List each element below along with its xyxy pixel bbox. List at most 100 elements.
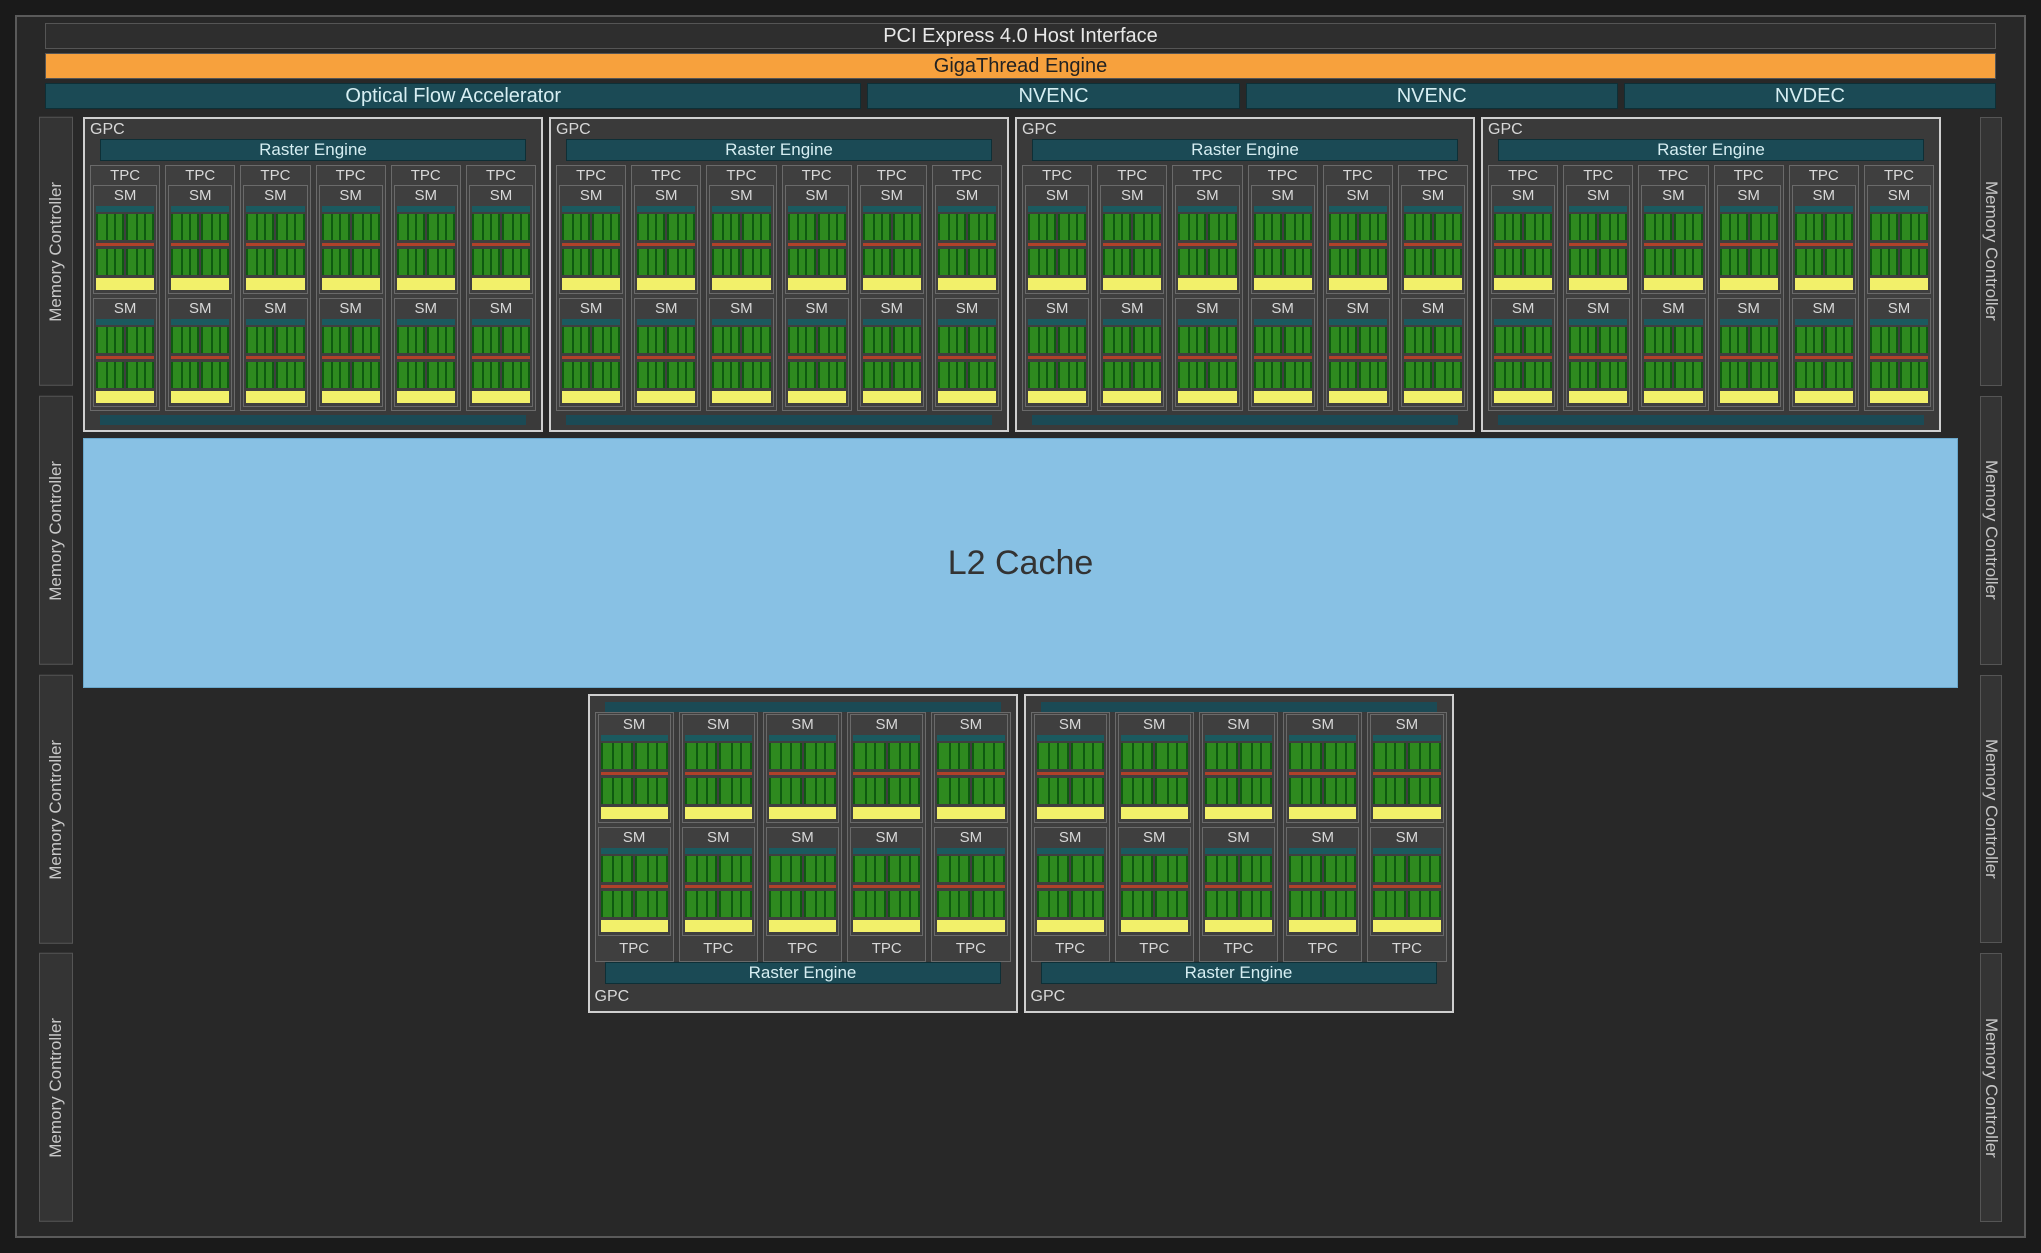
cuda-core-row <box>863 327 921 353</box>
cuda-core-row <box>322 362 380 388</box>
gpc-label: GPC <box>1031 988 1447 1006</box>
cuda-core-row <box>1329 214 1387 240</box>
sm-dispatch-strip <box>246 206 304 212</box>
tensor-core-bar <box>937 920 1004 932</box>
gpc-label: GPC <box>1022 121 1468 139</box>
tensor-core-bar <box>1121 807 1188 819</box>
sm-mid-strip <box>769 885 836 888</box>
cuda-core-row <box>1289 778 1356 804</box>
cuda-core-row <box>938 362 996 388</box>
tpc-label: TPC <box>934 940 1007 958</box>
gpc-block: GPCRaster EngineTPCSMSMTPCSMSMTPCSMSMTPC… <box>83 117 543 432</box>
sm-block: SM <box>785 298 849 407</box>
sm-label: SM <box>1870 300 1928 317</box>
cuda-core-row <box>769 891 836 917</box>
sm-dispatch-strip <box>171 319 229 325</box>
tensor-core-bar <box>1028 278 1086 290</box>
sm-mid-strip <box>788 356 846 359</box>
tpc-block: TPCSMSM <box>1638 165 1708 411</box>
cuda-core-row <box>246 362 304 388</box>
sm-block: SM <box>634 298 698 407</box>
tpc-block: TPCSMSM <box>240 165 310 411</box>
cuda-core-row <box>1289 743 1356 769</box>
tpc-label: TPC <box>1025 167 1089 185</box>
cuda-core-row <box>1028 327 1086 353</box>
sm-mid-strip <box>1121 885 1188 888</box>
cuda-core-row <box>1178 327 1236 353</box>
cuda-core-row <box>769 743 836 769</box>
tensor-core-bar <box>637 391 695 403</box>
sm-dispatch-strip <box>685 735 752 741</box>
cuda-core-row <box>1103 214 1161 240</box>
sm-label: SM <box>685 716 752 733</box>
cuda-core-row <box>562 327 620 353</box>
sm-block: SM <box>1100 298 1164 407</box>
sm-mid-strip <box>1494 243 1552 246</box>
sm-mid-strip <box>712 243 770 246</box>
cuda-core-row <box>1037 743 1104 769</box>
sm-block: SM <box>469 185 533 294</box>
raster-engine: Raster Engine <box>1498 139 1924 161</box>
tensor-core-bar <box>601 807 668 819</box>
tensor-core-bar <box>1795 391 1853 403</box>
sm-mid-strip <box>863 356 921 359</box>
tensor-core-bar <box>1795 278 1853 290</box>
sm-mid-strip <box>1121 772 1188 775</box>
cuda-core-row <box>937 856 1004 882</box>
sm-dispatch-strip <box>1644 206 1702 212</box>
cuda-core-row <box>1329 362 1387 388</box>
sm-label: SM <box>769 829 836 846</box>
sm-dispatch-strip <box>1121 735 1188 741</box>
sm-mid-strip <box>1373 885 1440 888</box>
sm-mid-strip <box>1795 243 1853 246</box>
cuda-core-row <box>712 249 770 275</box>
cuda-core-row <box>712 327 770 353</box>
tpc-label: TPC <box>1251 167 1315 185</box>
sm-mid-strip <box>1494 356 1552 359</box>
sm-block: SM <box>93 185 157 294</box>
sm-block: SM <box>1034 827 1107 936</box>
sm-dispatch-strip <box>1795 206 1853 212</box>
sm-block: SM <box>1641 298 1705 407</box>
sm-label: SM <box>1329 300 1387 317</box>
gpc-block: GPCRaster EngineTPCSMSMTPCSMSMTPCSMSMTPC… <box>549 117 1009 432</box>
tensor-core-bar <box>685 807 752 819</box>
sm-block: SM <box>1717 298 1781 407</box>
sm-mid-strip <box>1028 243 1086 246</box>
cuda-core-row <box>1569 249 1627 275</box>
sm-block: SM <box>634 185 698 294</box>
cuda-core-row <box>472 249 530 275</box>
sm-mid-strip <box>1569 243 1627 246</box>
cuda-core-row <box>322 249 380 275</box>
sm-label: SM <box>1037 829 1104 846</box>
sm-block: SM <box>469 298 533 407</box>
tpc-label: TPC <box>559 167 623 185</box>
encoder-row: Optical Flow Accelerator NVENC NVENC NVD… <box>45 83 1996 109</box>
cuda-core-row <box>96 327 154 353</box>
cuda-core-row <box>322 214 380 240</box>
sm-label: SM <box>96 187 154 204</box>
cuda-core-row <box>1720 362 1778 388</box>
sm-dispatch-strip <box>1028 319 1086 325</box>
tensor-core-bar <box>397 278 455 290</box>
cuda-core-row <box>472 214 530 240</box>
cuda-core-row <box>937 778 1004 804</box>
tensor-core-bar <box>1178 391 1236 403</box>
sm-label: SM <box>937 829 1004 846</box>
sm-mid-strip <box>1205 772 1272 775</box>
cuda-core-row <box>1205 743 1272 769</box>
sm-label: SM <box>1178 300 1236 317</box>
cuda-core-row <box>769 856 836 882</box>
cuda-core-row <box>863 362 921 388</box>
cuda-core-row <box>1289 856 1356 882</box>
sm-block: SM <box>1370 714 1443 823</box>
sm-block: SM <box>1566 298 1630 407</box>
gpc-label: GPC <box>556 121 1002 139</box>
cuda-core-row <box>1870 249 1928 275</box>
cuda-core-row <box>863 249 921 275</box>
tensor-core-bar <box>322 391 380 403</box>
cuda-core-row <box>853 891 920 917</box>
sm-dispatch-strip <box>562 206 620 212</box>
sm-dispatch-strip <box>853 735 920 741</box>
sm-block: SM <box>682 714 755 823</box>
